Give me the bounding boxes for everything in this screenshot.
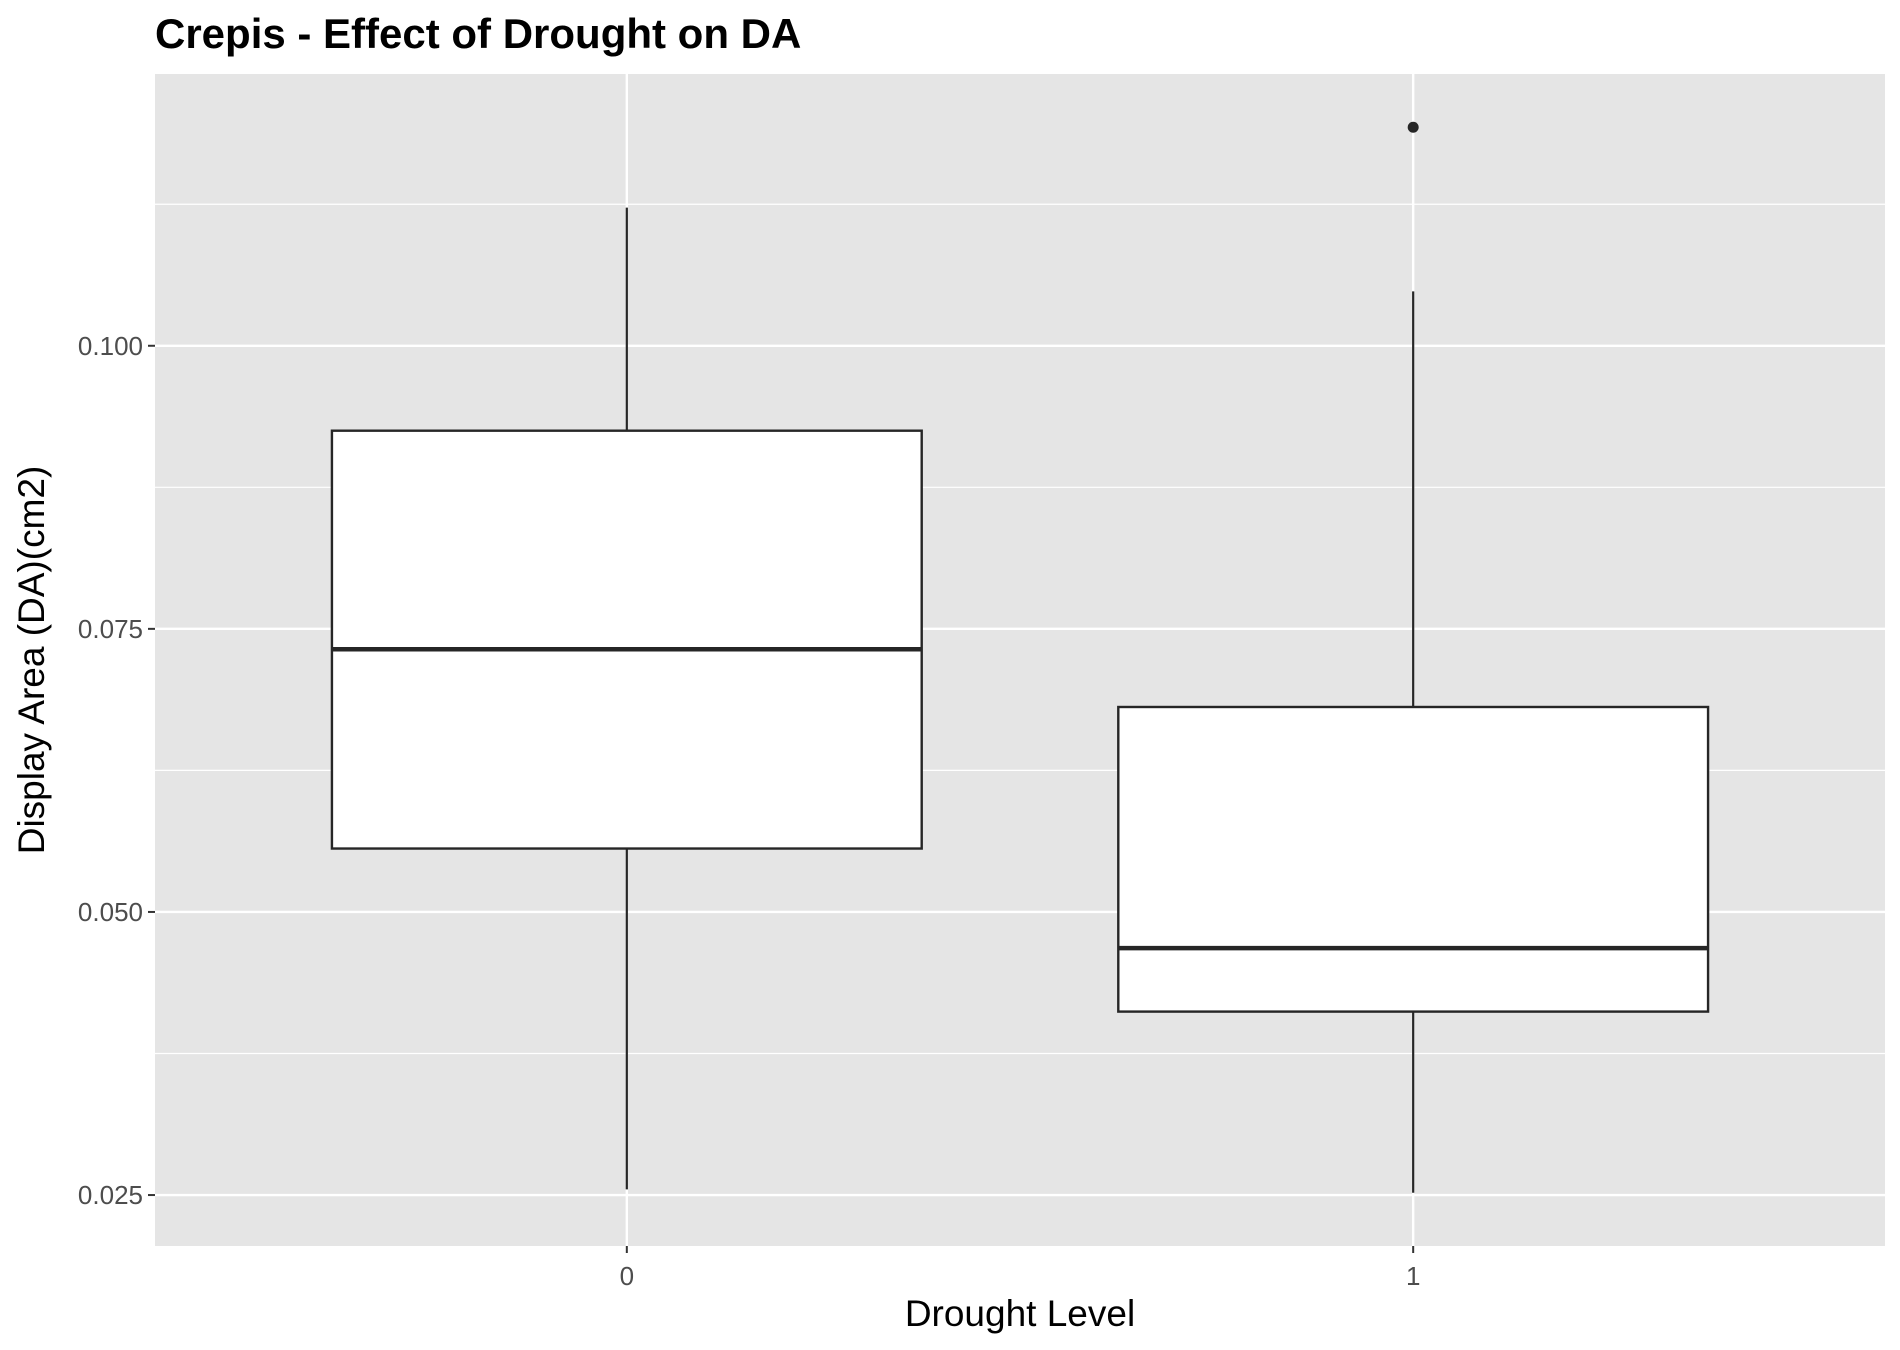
x-tick-label: 0 [620, 1261, 634, 1291]
y-tick-label: 0.075 [78, 614, 143, 644]
x-axis-title: Drought Level [905, 1293, 1135, 1334]
box-iqr [330, 429, 923, 850]
y-axis-title: Display Area (DA)(cm2) [11, 466, 52, 855]
outlier-point [1407, 121, 1419, 133]
chart-title: Crepis - Effect of Drought on DA [155, 10, 801, 57]
y-tick-label: 0.050 [78, 897, 143, 927]
box-0 [330, 207, 923, 1190]
box-iqr [1117, 705, 1710, 1013]
boxes [330, 121, 1710, 1193]
y-axis-ticks: 0.025 0.050 0.075 0.100 [78, 331, 155, 1210]
y-tick-label: 0.100 [78, 331, 143, 361]
x-tick-label: 1 [1406, 1261, 1420, 1291]
box-1 [1117, 121, 1710, 1193]
y-tick-label: 0.025 [78, 1180, 143, 1210]
